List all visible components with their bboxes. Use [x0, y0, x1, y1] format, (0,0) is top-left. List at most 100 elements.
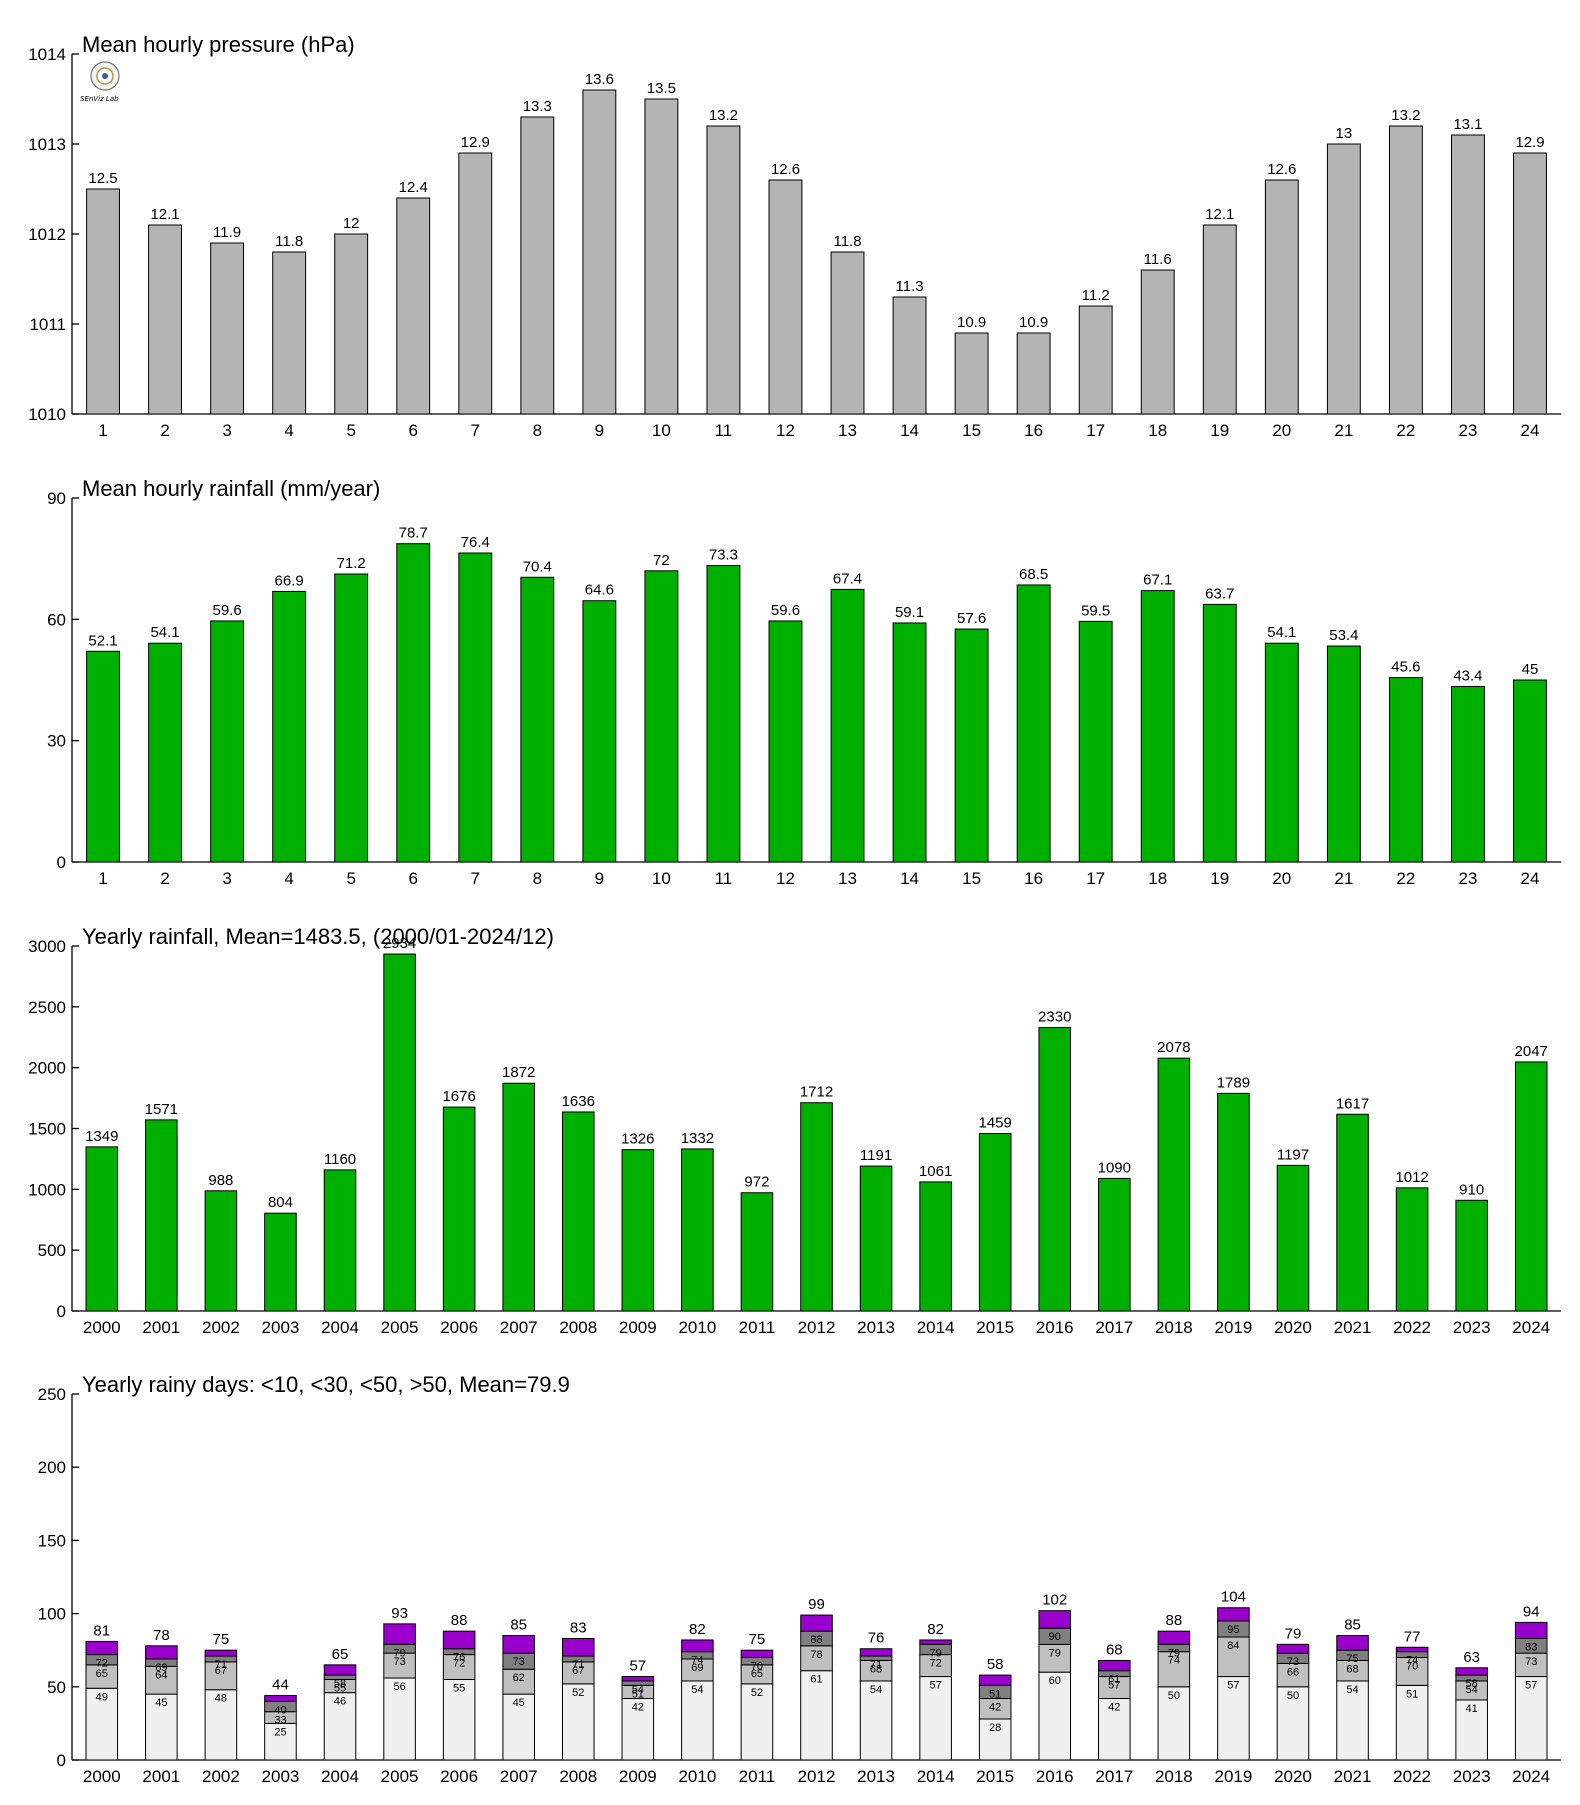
- pressure-data-label: 11.8: [275, 233, 303, 250]
- pressure-xtick-label: 5: [346, 421, 355, 440]
- yearly_rain-title: Yearly rainfall, Mean=1483.5, (2000/01-2…: [82, 924, 554, 949]
- pressure-xtick-label: 7: [471, 421, 480, 440]
- rainy_days-total-label: 63: [1463, 1649, 1480, 1666]
- rainy_days-xtick-label: 2023: [1453, 1767, 1491, 1786]
- pressure-data-label: 11.2: [1082, 287, 1110, 304]
- rainy_days-segment-label: 45: [155, 1697, 167, 1709]
- hourly_rain-xtick-label: 18: [1148, 869, 1167, 888]
- rainy_days-total-label: 75: [213, 1631, 230, 1648]
- rainy_days-segment-label: 73: [513, 1656, 525, 1668]
- pressure-data-label: 11.9: [213, 224, 241, 241]
- yearly_rain-data-label: 1197: [1277, 1146, 1309, 1163]
- yearly_rain-data-label: 804: [268, 1194, 293, 1211]
- pressure-bar: [148, 224, 183, 415]
- rainy_days-segment-label: 61: [810, 1674, 822, 1686]
- hourly_rain-data-label: 67.1: [1143, 572, 1172, 589]
- rainy_days-total-label: 82: [689, 1621, 706, 1638]
- rainy_days-bar-over50: [561, 1637, 595, 1657]
- rainy_days-bar-over50: [859, 1648, 893, 1657]
- yearly_rain-bar: [681, 1148, 714, 1312]
- rainy_days-bar-over50: [919, 1639, 952, 1645]
- rainy_days-segment-label: 71: [572, 1659, 584, 1671]
- hourly_rain-xtick-label: 11: [715, 869, 733, 888]
- yearly_rain-ytick-label: 2500: [28, 998, 66, 1017]
- rainy_days-bar-over50: [145, 1645, 178, 1660]
- rainy_days-bar-under10: [978, 1718, 1012, 1761]
- rainy_days-total-label: 65: [332, 1646, 349, 1663]
- yearly_rain-bar: [383, 953, 416, 1312]
- pressure-bar: [768, 179, 803, 415]
- yearly_rain-bar: [442, 1106, 476, 1312]
- rainy_days-segment-label: 33: [274, 1715, 286, 1727]
- pressure-xtick-label: 17: [1086, 421, 1105, 440]
- rainy_days-total-label: 44: [272, 1677, 289, 1694]
- hourly_rain-xtick-label: 5: [346, 869, 355, 888]
- rainy_days-ytick-label: 150: [38, 1531, 66, 1550]
- pressure-bar: [1202, 224, 1237, 415]
- rainy_days-bar-over50: [740, 1649, 774, 1659]
- rainy_days-xtick-label: 2013: [857, 1767, 895, 1786]
- yearly_rain-data-label: 1326: [621, 1131, 654, 1148]
- yearly_rain-bar: [1455, 1199, 1488, 1312]
- rainy_days-bar-over50: [1336, 1635, 1369, 1651]
- pressure-data-label: 13: [1336, 125, 1353, 142]
- rainy_days-segment-label: 64: [155, 1669, 167, 1681]
- pressure-data-label: 12.6: [771, 161, 800, 178]
- rainy_days-segment-label: 75: [1346, 1653, 1358, 1665]
- hourly_rain-title: Mean hourly rainfall (mm/year): [82, 476, 380, 501]
- pressure-xtick-label: 24: [1521, 421, 1540, 440]
- hourly_rain-bar: [1140, 590, 1175, 863]
- hourly_rain-xtick-label: 22: [1396, 869, 1415, 888]
- hourly_rain-bar: [1388, 677, 1423, 863]
- yearly_rain-data-label: 972: [744, 1174, 769, 1191]
- rainy_days-segment-label: 62: [513, 1672, 525, 1684]
- hourly_rain-xtick-label: 16: [1024, 869, 1043, 888]
- rainy_days-xtick-label: 2016: [1036, 1767, 1074, 1786]
- rainy_days-segment-label: 50: [1287, 1690, 1299, 1702]
- rainy_days-total-label: 88: [451, 1612, 468, 1629]
- rainy_days-total-label: 81: [93, 1622, 110, 1639]
- rainy_days-bar-under10: [561, 1683, 595, 1761]
- rainy_days-bar-under10: [1455, 1699, 1488, 1761]
- rainy_days-segment-label: 25: [274, 1726, 286, 1738]
- rainy_days-total-label: 93: [391, 1605, 408, 1622]
- hourly_rain-ytick-label: 30: [47, 732, 66, 751]
- hourly_rain-xtick-label: 20: [1272, 869, 1291, 888]
- pressure-data-label: 10.9: [1019, 314, 1048, 331]
- yearly_rain-bar: [1276, 1164, 1310, 1312]
- pressure-bar: [644, 98, 679, 415]
- pressure-xtick-label: 8: [533, 421, 542, 440]
- pressure-bar: [582, 89, 617, 415]
- pressure-xtick-label: 11: [715, 421, 733, 440]
- yearly_rain-xtick-label: 2002: [202, 1318, 240, 1337]
- pressure-xtick-label: 18: [1148, 421, 1167, 440]
- rainy_days-total-label: 58: [987, 1656, 1004, 1673]
- yearly_rain-xtick-label: 2013: [857, 1318, 895, 1337]
- hourly_rain-ytick-label: 60: [47, 610, 66, 629]
- rainy_days-segment-label: 40: [274, 1704, 286, 1716]
- rainy_days-segment-label: 95: [1227, 1624, 1239, 1636]
- rainy_days-bar-over50: [204, 1649, 238, 1657]
- yearly_rain-data-label: 2330: [1038, 1009, 1071, 1026]
- hourly_rain-xtick-label: 14: [900, 869, 919, 888]
- rainy_days-segment-label: 45: [513, 1697, 525, 1709]
- pressure-xtick-label: 23: [1458, 421, 1477, 440]
- pressure-xtick-label: 19: [1210, 421, 1229, 440]
- pressure-bar: [520, 116, 555, 415]
- rainy_days-segment-label: 42: [632, 1702, 644, 1714]
- yearly_rain-ytick-label: 3000: [28, 937, 66, 956]
- pressure-xtick-label: 3: [222, 421, 231, 440]
- pressure-bar: [210, 242, 245, 415]
- hourly_rain-data-label: 57.6: [957, 610, 986, 627]
- yearly_rain-data-label: 1090: [1098, 1159, 1131, 1176]
- hourly_rain-data-label: 53.4: [1329, 627, 1358, 644]
- rainy_days-segment-label: 72: [929, 1658, 941, 1670]
- pressure-bar: [1326, 143, 1361, 415]
- rainy_days-total-label: 76: [868, 1630, 885, 1647]
- rainy_days-bar-over50: [85, 1640, 119, 1656]
- pressure-title: Mean hourly pressure (hPa): [82, 32, 355, 57]
- yearly_rain-bar: [978, 1132, 1012, 1312]
- hourly_rain-bar: [1016, 584, 1051, 863]
- rainy_days-bar-under10: [621, 1698, 655, 1761]
- hourly_rain-data-label: 71.2: [337, 555, 366, 572]
